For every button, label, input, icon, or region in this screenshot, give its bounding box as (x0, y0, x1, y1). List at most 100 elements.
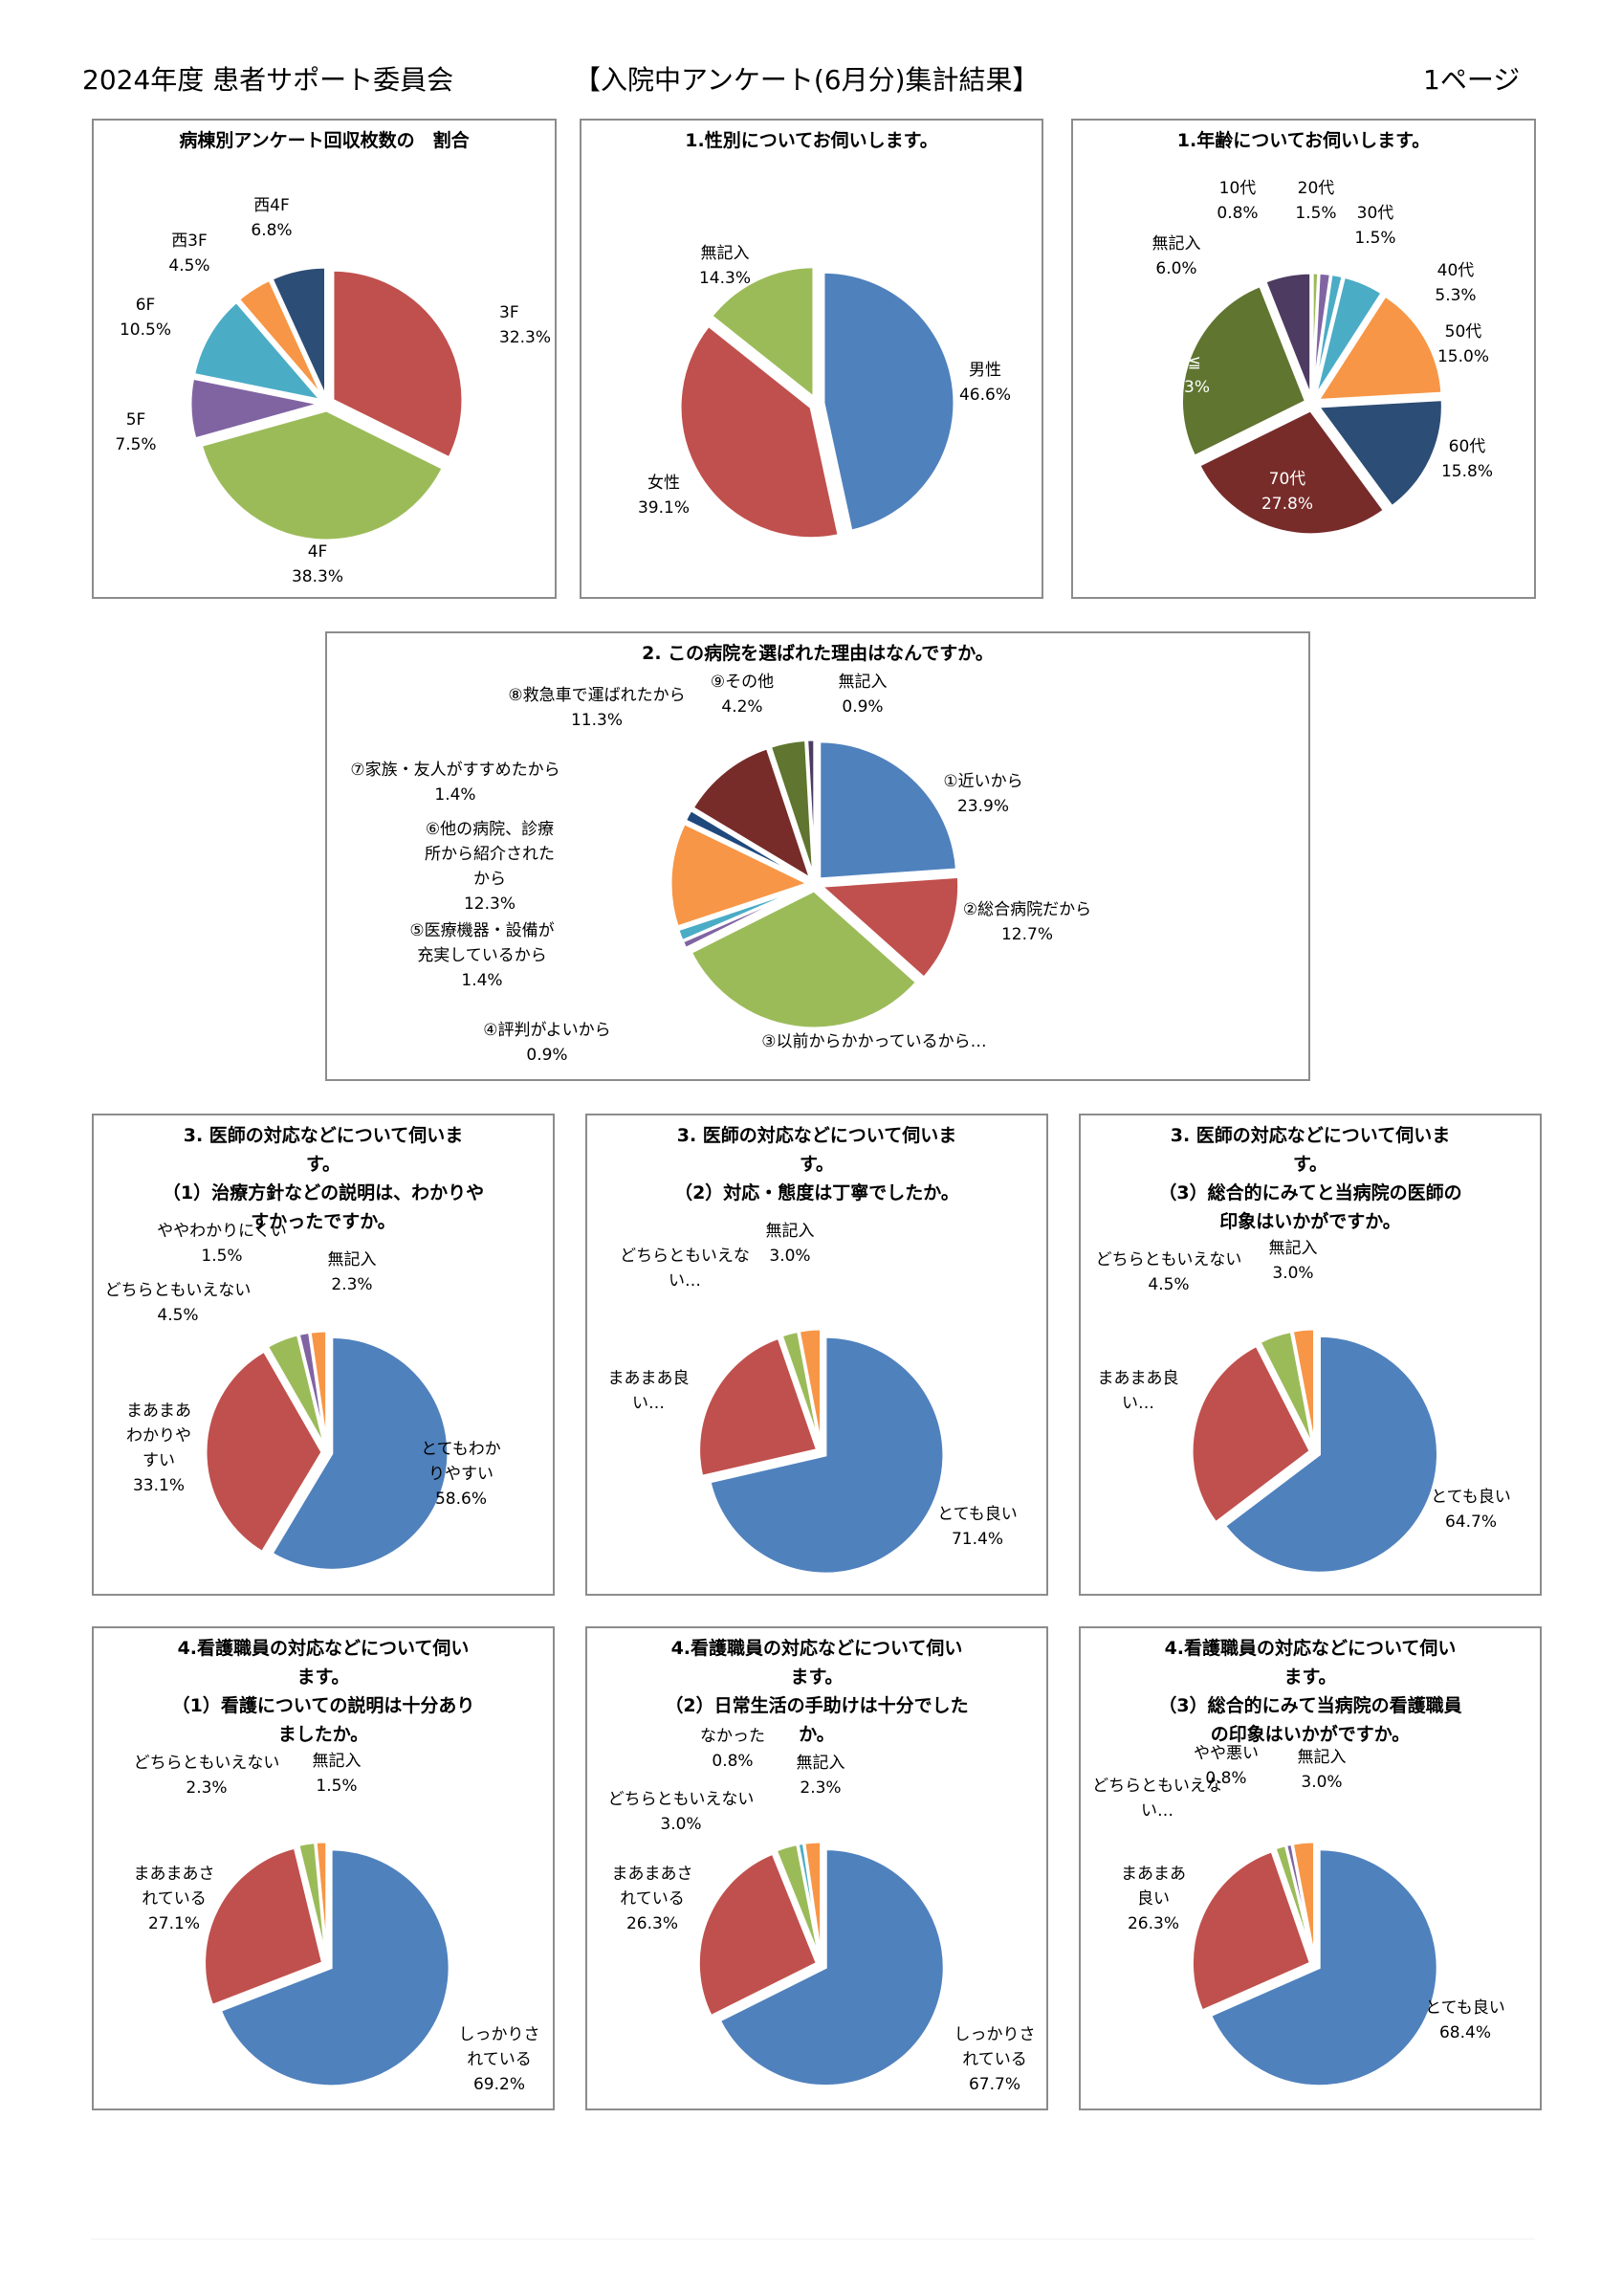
pie-slice (1180, 283, 1308, 459)
slice-label: どちらともいえない… (1092, 1777, 1222, 1821)
slice-label: 無記入 2.3% (797, 1754, 845, 1798)
slice-label: ①近いから 23.9% (943, 772, 1022, 816)
pie-slice (203, 1845, 325, 2008)
pie-slice (1262, 271, 1313, 398)
pie-chart-nurse-2: しっかりされている 67.7% まあまあされている 26.3% どちらともいえない 3.0… (608, 1727, 1036, 2094)
slice-label: まあまあ良い 26.3% (1121, 1865, 1186, 1933)
slice-label: 70代 27.8% (1261, 470, 1313, 514)
slice-label: とてもわかりやすい 58.6% (421, 1440, 501, 1509)
slice-label: 10代 0.8% (1217, 179, 1258, 223)
report-survey-title: 【入院中アンケート(6月分)集計結果】 (574, 64, 1040, 96)
pie-slice (696, 1851, 820, 2019)
pie-chart-age: 10代 0.8% 20代 1.5% 30代 1.5% 40代 5.3% 50代 15.0% 60代 1… (1152, 179, 1493, 537)
pie-slice (331, 268, 465, 460)
slice-label: まあまあされている 26.3% (612, 1865, 693, 1933)
slice-label: 20代 1.5% (1295, 179, 1336, 223)
slice-label: ⑥他の病院、診療所から紹介されたから 12.3% (425, 820, 555, 914)
pie-slice (683, 807, 810, 883)
pie-slice (709, 265, 816, 401)
chart-title: 3. 医師の対応などについて伺いま す。 （1）治療方針などの説明は、わかりや … (162, 1125, 485, 1232)
slice-label: 無記入 14.3% (699, 244, 751, 288)
pie-slice (818, 740, 959, 881)
slice-label: 西3F 4.5% (168, 232, 209, 276)
slice-label: 女性 39.1% (638, 474, 690, 518)
pie-chart-reason: ①近いから 23.9% ②総合病院だから 12.7% ③以前からかかっているから… ④評判… (350, 673, 1091, 1065)
slice-label: まあまあされている 27.1% (134, 1865, 215, 1933)
chart-title: 4.看護職員の対応などについて伺い ます。 （3）総合的にみて当病院の看護職員 … (1158, 1638, 1462, 1745)
pie-slice (1313, 275, 1385, 399)
pie-slice (269, 1335, 450, 1572)
slice-label: 30代 1.5% (1354, 204, 1395, 248)
slice-label: 無記入 3.0% (1269, 1239, 1318, 1283)
pie-chart-ward: 3F 32.3% 4F 38.3% 5F 7.5% 6F 10.5% 西3F 4.5% 西4F 6.8… (115, 196, 551, 586)
page-number: 1ページ (1423, 64, 1521, 96)
pie-slice (1315, 294, 1444, 403)
chart-panel-nurse-1: 4.看護職員の対応などについて伺い ます。 （1）看護についての説明は十分あり … (92, 1626, 555, 2110)
pie-slice (805, 738, 817, 878)
pie-slice (204, 1349, 324, 1555)
chart-title: 4.看護職員の対応などについて伺い ます。 （1）看護についての説明は十分あり … (171, 1638, 475, 1745)
chart-title: 3. 医師の対応などについて伺いま す。 （3）総合的にみてと当病院の医師の 印… (1158, 1125, 1462, 1232)
chart-panel-reason: 2. この病院を選ばれた理由はなんですか。 ①近いから 23.9% ②総合病院だから 1… (325, 631, 1310, 1081)
slice-label: 80≦ 26.3% (1158, 353, 1210, 397)
pie-slice (1290, 1327, 1317, 1448)
chart-title: 3. 医師の対応などについて伺いま す。 （2）対応・態度は丁寧でしたか。 (674, 1125, 959, 1203)
slice-label: なかった 0.8% (700, 1727, 765, 1771)
pie-chart-doctor-1: とてもわかりやすい 58.6% まあまあわかりやすい 33.1% どちらともいえない 4.… (105, 1222, 501, 1572)
chart-panel-doctor-1: 3. 医師の対応などについて伺いま す。 （1）治療方針などの説明は、わかりや … (92, 1114, 555, 1596)
pie-slice (1196, 408, 1387, 537)
pie-slice (691, 745, 814, 882)
slice-label: やや悪い 0.8% (1194, 1744, 1259, 1788)
pie-slice (1222, 1334, 1439, 1575)
slice-label: まあまあわかりやすい 33.1% (126, 1402, 191, 1495)
pie-chart-nurse-3: とても良い 68.4% まあまあ良い 26.3% どちらともいえない…やや悪い 0.8% 無… (1092, 1744, 1505, 2088)
pie-slice (1208, 1847, 1439, 2088)
slice-label: どちらともいえない 2.3% (134, 1754, 280, 1798)
pie-slice (1290, 1840, 1317, 1961)
pie-slice (1190, 1343, 1313, 1525)
chart-panel-nurse-2: 4.看護職員の対応などについて伺い ます。 （2）日常生活の手助けは十分でした … (585, 1626, 1048, 2110)
slice-label: 50代 15.0% (1437, 322, 1489, 366)
pie-slice (689, 889, 919, 1030)
chart-panel-ward: 病棟別アンケート回収枚数の 割合 3F 32.3% 4F 38.3% 5F 7.5% 6F 10… (92, 119, 557, 599)
pie-slice (236, 277, 325, 400)
pie-chart-doctor-2: とても良い 71.4% まあまあ良い… どちらともいえない… 無記入 3.0% (608, 1222, 1018, 1576)
slice-label: とても良い 64.7% (1431, 1488, 1511, 1532)
slice-label: まあまあ良い… (608, 1369, 690, 1413)
slice-label: ⑦家族・友人がすすめたから 1.4% (350, 761, 559, 805)
slice-label: ②総合病院だから 12.7% (963, 900, 1091, 944)
slice-label: ⑨その他 4.2% (711, 673, 774, 717)
chart-panel-gender: 1.性別についてお伺いします。 男性 46.6% 女性 39.1% 無記入 14.3% (580, 119, 1043, 599)
chart-title: 2. この病院を選ばれた理由はなんですか。 (642, 643, 994, 664)
pie-slice (697, 1336, 820, 1479)
chart-title: 1.年齢についてお伺いします。 (1176, 130, 1431, 151)
pie-slice (1315, 398, 1444, 509)
slice-label: 3F 32.3% (499, 303, 551, 347)
pie-slice (188, 376, 321, 441)
pie-slice (314, 1840, 329, 1961)
slice-label: しっかりされている 67.7% (954, 2025, 1036, 2094)
slice-label: 40代 5.3% (1435, 261, 1476, 305)
chart-title: 4.看護職員の対応などについて伺い ます。 （2）日常生活の手助けは十分でした … (665, 1638, 969, 1745)
slice-label: ⑤医療機器・設備が充実しているから 1.4% (409, 921, 554, 990)
slice-label: 男性 46.6% (959, 361, 1011, 405)
chart-panel-age: 1.年齢についてお伺いします。 10代 0.8% 20代 1.5% 30代 1.5% 40代 5… (1071, 119, 1536, 599)
report-year-title: 2024年度 患者サポート委員会 (82, 64, 454, 96)
slice-label: まあまあ良い… (1098, 1369, 1179, 1413)
pie-slice (199, 408, 446, 542)
slice-label: どちらともいえない 3.0% (608, 1790, 755, 1834)
chart-panel-doctor-3: 3. 医師の対応などについて伺いま す。 （3）総合的にみてと当病院の医師の 印… (1079, 1114, 1542, 1596)
slice-label: ⑧救急車で運ばれたから 11.3% (508, 686, 685, 730)
pie-slice (717, 1847, 946, 2088)
slice-label: 60代 15.8% (1441, 437, 1493, 481)
pie-slice (802, 1840, 823, 1961)
pie-slice (675, 885, 810, 943)
chart-panel-nurse-3: 4.看護職員の対応などについて伺い ます。 （3）総合的にみて当病院の看護職員 … (1079, 1626, 1542, 2110)
pie-slice (270, 265, 328, 398)
pie-slice (822, 270, 956, 533)
slice-label: 無記入 3.0% (1298, 1748, 1347, 1792)
slice-label: 無記入 1.5% (313, 1752, 362, 1796)
slice-label: 無記入 3.0% (766, 1222, 815, 1266)
slice-label: 西4F 6.8% (251, 196, 292, 240)
chart-panel-doctor-2: 3. 医師の対応などについて伺いま す。 （2）対応・態度は丁寧でしたか。とても… (585, 1114, 1048, 1596)
